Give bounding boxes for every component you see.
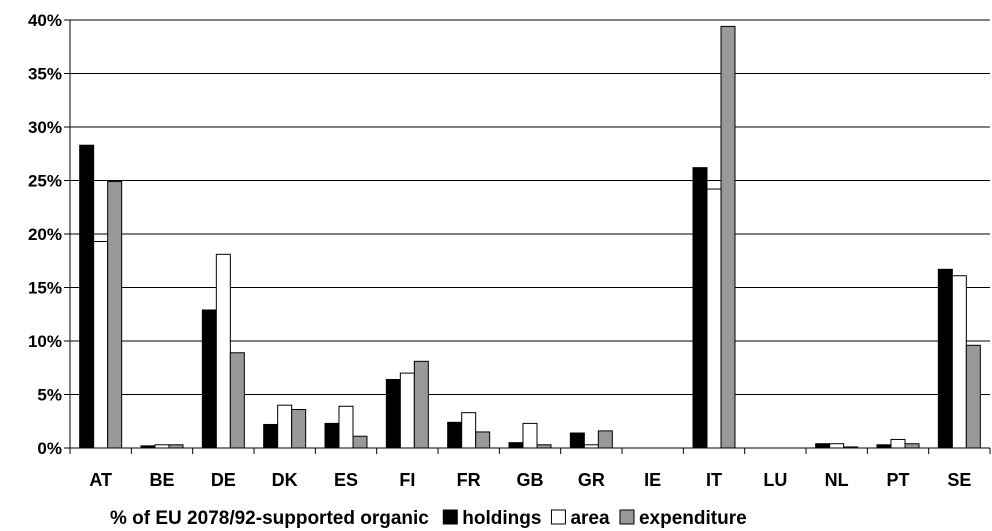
bar-area-SE [951, 275, 967, 449]
bar-expenditure-AT [107, 181, 123, 449]
bar-area-AT [93, 240, 109, 449]
bar-holdings-FR [447, 421, 463, 449]
x-tick-label: BE [149, 470, 174, 490]
bar-expenditure-IT [720, 25, 736, 449]
y-tick-label: 25% [28, 172, 62, 191]
bar-holdings-GR [569, 432, 585, 449]
x-tick-label: DE [211, 470, 236, 490]
bar-expenditure-FI [413, 360, 429, 449]
bar-area-FR [461, 412, 477, 449]
bar-area-FI [399, 372, 415, 449]
bar-holdings-GB [508, 442, 524, 449]
y-tick-label: 0% [37, 439, 62, 458]
bar-holdings-NL [815, 443, 831, 449]
bar-holdings-IT [692, 167, 708, 449]
legend-label-holdings: holdings [462, 508, 541, 529]
x-tick-label: SE [947, 470, 971, 490]
x-tick-label: PT [886, 470, 909, 490]
legend-swatch-area [550, 509, 566, 525]
bar-expenditure-FR [475, 431, 491, 449]
x-tick-label: NL [825, 470, 849, 490]
y-tick-label: 30% [28, 118, 62, 137]
legend: % of EU 2078/92-supported organic holdin… [110, 508, 747, 529]
legend-label-expenditure: expenditure [639, 508, 747, 529]
bar-expenditure-DK [291, 408, 307, 449]
category-labels: AT BE DE DK ES FI FR GB GR IE IT LU NL PT SE [89, 470, 971, 490]
y-tick-label: 20% [28, 225, 62, 244]
bars [79, 25, 981, 449]
y-tick-label: 15% [28, 279, 62, 298]
x-tick-label: GB [517, 470, 544, 490]
x-tick-label: FI [399, 470, 415, 490]
bar-expenditure-ES [352, 435, 368, 449]
x-tick-label: AT [89, 470, 112, 490]
bar-area-ES [338, 405, 354, 449]
bar-area-GB [522, 422, 538, 449]
bar-holdings-DE [201, 309, 217, 449]
axes [69, 20, 991, 454]
bar-holdings-ES [324, 422, 340, 449]
bar-expenditure-GR [597, 430, 613, 449]
y-tick-label: 40% [28, 11, 62, 30]
bar-area-DE [215, 253, 231, 449]
x-tick-label: IE [644, 470, 661, 490]
x-tick-label: FR [457, 470, 481, 490]
x-tick-label: ES [334, 470, 358, 490]
bar-area-PT [890, 438, 906, 449]
bar-area-DK [277, 404, 293, 449]
y-tick-label: 5% [37, 386, 62, 405]
y-axis-ticks: 0% 5% 10% 15% 20% 25% 30% 35% 40% [28, 11, 70, 458]
bar-area-IT [706, 188, 722, 449]
y-tick-label: 35% [28, 65, 62, 84]
bar-holdings-AT [79, 144, 95, 449]
x-tick-label: DK [272, 470, 298, 490]
y-tick-label: 10% [28, 332, 62, 351]
x-axis-label: % of EU 2078/92-supported organic [110, 508, 429, 529]
x-tick-label: LU [763, 470, 787, 490]
x-tick-label: IT [706, 470, 722, 490]
bar-area-NL [829, 443, 845, 449]
bar-expenditure-SE [965, 344, 981, 449]
bar-expenditure-DE [229, 352, 245, 449]
bar-holdings-FI [385, 379, 401, 449]
legend-swatch-holdings [442, 509, 458, 525]
legend-label-area: area [570, 508, 610, 529]
legend-swatch-expenditure [619, 509, 635, 525]
bar-holdings-SE [937, 268, 953, 449]
bar-expenditure-PT [904, 443, 920, 449]
x-tick-label: GR [578, 470, 605, 490]
bar-holdings-DK [263, 423, 279, 449]
